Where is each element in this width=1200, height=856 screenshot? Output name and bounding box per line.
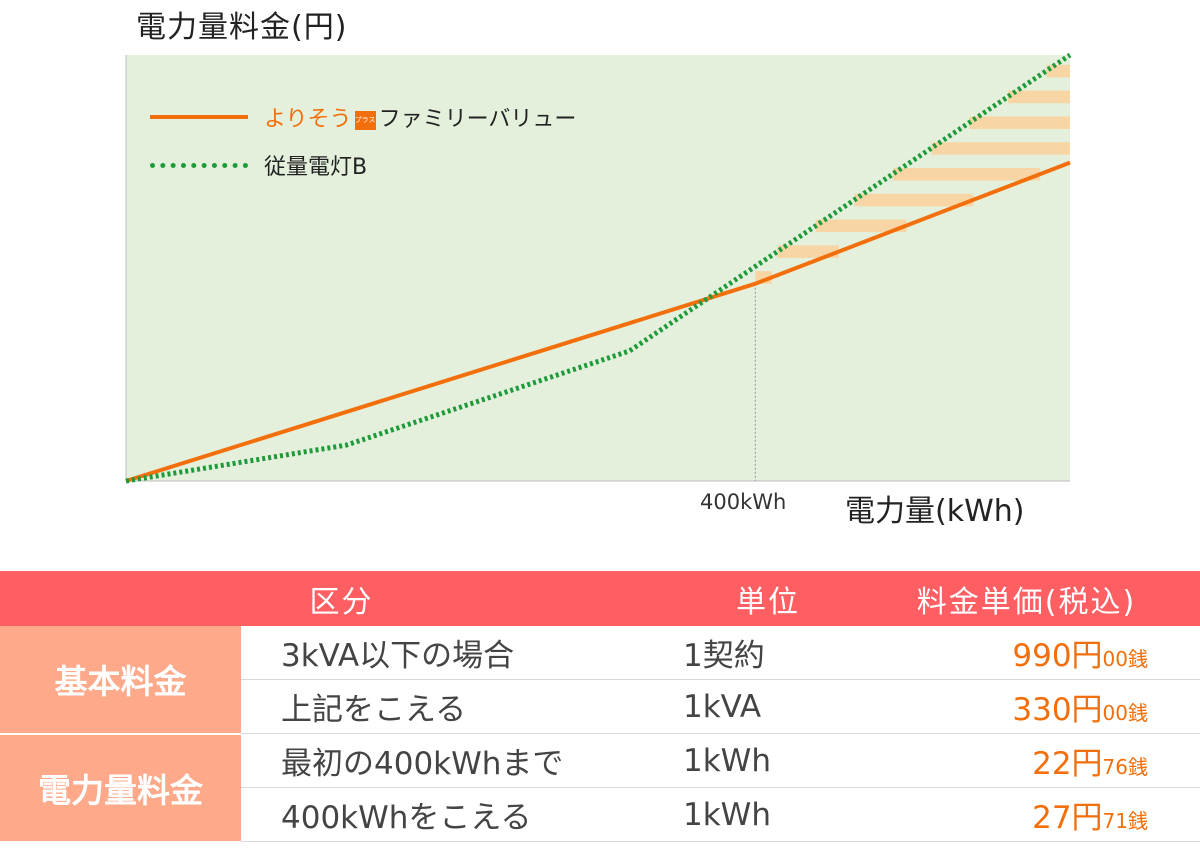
- category-energy-charge: 電力量料金: [0, 733, 241, 843]
- plot-background: [126, 55, 1070, 481]
- row-unit: 1kVA: [683, 679, 853, 734]
- difference-band: [1007, 90, 1070, 104]
- x-axis-title: 電力量(kWh): [845, 494, 1025, 529]
- row-unit: 1kWh: [683, 787, 853, 842]
- price-yen: 22円: [1032, 746, 1103, 782]
- legend-item-juryo-dento-b: 従量電灯B: [150, 146, 576, 184]
- difference-band: [893, 168, 1041, 181]
- table-header-row: 区分 単位 料金単価(税込): [0, 571, 1200, 626]
- chart-plot: [125, 52, 1072, 484]
- row-unit: 1kWh: [683, 733, 853, 788]
- header-price: 料金単価(税込): [853, 571, 1200, 626]
- rate-table: 区分 単位 料金単価(税込) 基本料金 3kVA以下の場合 1契約 990円00…: [0, 571, 1200, 843]
- legend-item-family-value: よりそう プラス ファミリーバリュー: [150, 98, 576, 136]
- difference-band: [1046, 64, 1070, 78]
- row-item: 最初の400kWhまで: [241, 733, 683, 788]
- price-sen: 76銭: [1102, 755, 1148, 779]
- difference-band: [815, 219, 907, 233]
- difference-band: [931, 142, 1070, 155]
- row-unit: 1契約: [683, 626, 853, 680]
- difference-band: [969, 116, 1070, 129]
- difference-bands: [755, 64, 1070, 284]
- price-sen: 00銭: [1102, 647, 1148, 671]
- price-yen: 330円: [1012, 692, 1103, 728]
- price-sen: 71銭: [1102, 809, 1148, 833]
- category-basic-charge: 基本料金: [0, 626, 241, 735]
- plus-badge-icon: プラス: [354, 110, 376, 130]
- legend-swatch-dotted: [150, 162, 248, 168]
- legend-label-plan: ファミリーバリュー: [378, 107, 577, 132]
- header-category: 区分: [0, 571, 683, 626]
- row-item: 400kWhをこえる: [241, 787, 683, 842]
- x-tick-label-400: 400kWh: [700, 490, 787, 514]
- row-price: 27円71銭: [853, 787, 1200, 842]
- row-price: 22円76銭: [853, 733, 1200, 788]
- price-sen: 00銭: [1102, 701, 1148, 725]
- difference-band: [854, 193, 974, 207]
- table-row: 電力量料金 最初の400kWhまで 1kWh 22円76銭: [0, 733, 1200, 843]
- series-line-juryo-dento-b: [125, 52, 1072, 484]
- legend-label-juryo-dento-b: 従量電灯B: [264, 155, 368, 180]
- table-row: 上記をこえる 1kVA 330円00銭: [0, 679, 1200, 734]
- price-yen: 27円: [1032, 800, 1103, 836]
- table-row: 基本料金 3kVA以下の場合 1契約 990円00銭: [0, 626, 1200, 735]
- difference-band: [777, 245, 839, 258]
- chart-legend: よりそう プラス ファミリーバリュー 従量電灯B: [150, 98, 576, 194]
- row-item: 3kVA以下の場合: [241, 626, 683, 680]
- y-axis-title: 電力量料金(円): [136, 10, 348, 45]
- price-yen: 990円: [1012, 638, 1103, 674]
- row-price: 990円00銭: [853, 626, 1200, 680]
- legend-label-brand: よりそう: [264, 107, 352, 132]
- legend-label-family-value: よりそう プラス ファミリーバリュー: [264, 101, 576, 133]
- table-row: 400kWhをこえる 1kWh 27円71銭: [0, 787, 1200, 842]
- legend-swatch-solid: [150, 115, 248, 119]
- header-unit: 単位: [683, 571, 853, 626]
- series-line-family-value: [125, 160, 1071, 483]
- row-item: 上記をこえる: [241, 679, 683, 734]
- row-price: 330円00銭: [853, 679, 1200, 734]
